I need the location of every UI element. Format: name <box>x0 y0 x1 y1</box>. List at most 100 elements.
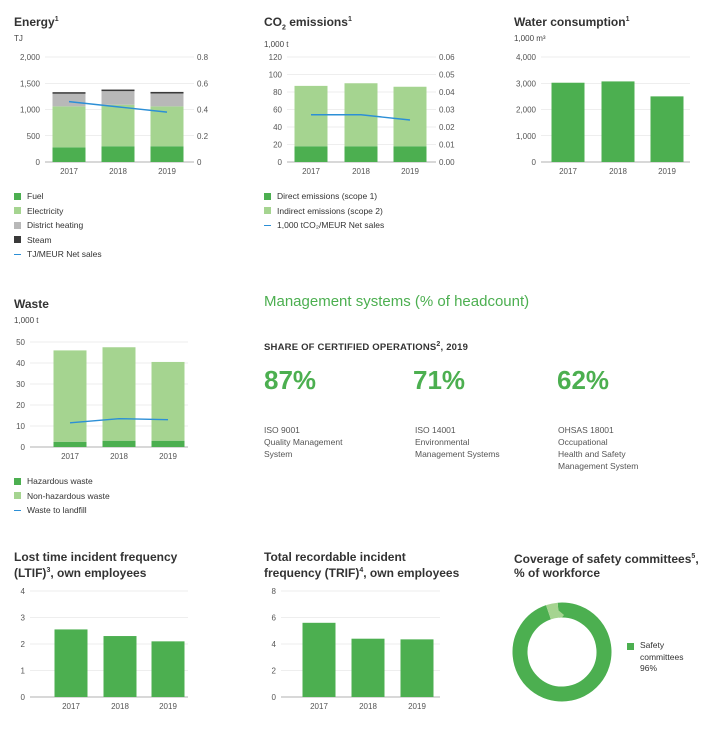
ltif-chart-title: Lost time incident frequency (LTIF)3, ow… <box>14 550 178 580</box>
water-chart-panel: Water consumption1 1,000 m³ <box>514 13 629 43</box>
waste-bar-non-hazardous-waste <box>53 350 87 442</box>
ltif-x-tick-label: 2017 <box>62 702 80 711</box>
waste-y-tick-label: 50 <box>16 338 25 347</box>
legend-item-waste-to-landfill: Waste to landfill <box>14 503 110 518</box>
energy-bar-steam <box>150 91 184 94</box>
ohsas-18001-percent: 62% <box>557 365 610 395</box>
water-y-tick-label: 1,000 <box>516 132 537 141</box>
co2-y2-tick-label: 0.06 <box>439 53 455 62</box>
energy-bar-electricity <box>150 106 184 147</box>
trif-x-tick-label: 2017 <box>310 702 328 711</box>
co2-y-tick-label: 120 <box>269 53 283 62</box>
energy-line-series <box>68 100 168 113</box>
water-unit-label: 1,000 m³ <box>514 34 546 43</box>
co2-y-tick-label: 100 <box>269 71 283 80</box>
trif-y-tick-label: 8 <box>272 587 277 596</box>
co2-y2-tick-label: 0.05 <box>439 71 455 80</box>
energy-bar-electricity <box>101 104 135 147</box>
trif-bar <box>351 638 385 697</box>
energy-legend: Fuel Electricity District heating Steam … <box>14 189 102 262</box>
waste-y-tick-label: 30 <box>16 380 25 389</box>
energy-y-tick-label: 500 <box>27 132 41 141</box>
energy-chart-title: Energy1 <box>14 15 59 29</box>
energy-bar-fuel <box>101 146 135 162</box>
water-bar <box>650 96 684 162</box>
management-systems-subtitle: SHARE OF CERTIFIED OPERATIONS2, 2019 <box>264 341 469 354</box>
legend-item-steam: Steam <box>14 233 102 248</box>
trif-y-tick-label: 6 <box>272 614 277 623</box>
water-bar <box>601 81 635 162</box>
co2-x-tick-label: 2017 <box>302 167 320 176</box>
ltif-y-tick-label: 0 <box>21 693 26 702</box>
waste-unit-label: 1,000 t <box>14 316 39 325</box>
management-systems-title: Management systems (% of headcount) <box>264 293 530 310</box>
energy-y2-tick-label: 0.6 <box>197 79 209 88</box>
co2-unit-label: 1,000 t <box>264 40 289 50</box>
waste-y-tick-label: 20 <box>16 401 25 410</box>
coverage-legend-label-line1: Safety <box>640 640 665 650</box>
ltif-y-tick-label: 3 <box>21 614 26 623</box>
coverage-donut-slice-safety-committees <box>512 602 612 702</box>
waste-chart-panel: Waste 1,000 t <box>14 297 49 325</box>
water-y-tick-label: 3,000 <box>516 79 537 88</box>
waste-y-tick-label: 40 <box>16 359 25 368</box>
ltif-y-tick-label: 1 <box>21 667 26 676</box>
co2-y-tick-label: 40 <box>273 123 282 132</box>
energy-x-tick-label: 2018 <box>109 167 127 176</box>
co2-y-tick-label: 80 <box>273 88 282 97</box>
ltif-bar <box>151 641 185 697</box>
energy-bar-district-heating <box>52 93 86 107</box>
energy-bar-fuel <box>52 147 86 162</box>
waste-y-tick-label: 10 <box>16 422 25 431</box>
legend-item-indirect-emissions: Indirect emissions (scope 2) <box>264 204 384 219</box>
waste-x-tick-label: 2017 <box>61 452 79 461</box>
co2-line-series <box>311 114 411 121</box>
waste-legend: Hazardous waste Non-hazardous waste Wast… <box>14 474 110 518</box>
waste-bar-non-hazardous-waste <box>102 347 136 441</box>
ltif-y-tick-label: 2 <box>21 640 26 649</box>
co2-bar-direct-emissions-scope-1- <box>344 146 378 162</box>
energy-bar-fuel <box>150 146 184 162</box>
iso-14001-percent: 71% <box>413 365 466 395</box>
waste-y-tick-label: 0 <box>21 443 26 452</box>
coverage-legend: Safety committees 96% <box>627 640 683 675</box>
co2-y2-tick-label: 0.04 <box>439 88 455 97</box>
waste-line-series <box>69 417 169 424</box>
energy-bar-steam <box>52 92 86 94</box>
co2-bar-direct-emissions-scope-1- <box>393 146 427 162</box>
trif-y-tick-label: 4 <box>272 640 277 649</box>
trif-chart-panel: Total recordable incident frequency (TRI… <box>264 550 459 580</box>
trif-bar <box>302 622 336 697</box>
waste-bar-hazardous-waste <box>102 440 136 447</box>
water-chart-title: Water consumption1 <box>514 15 630 29</box>
legend-item-energy-intensity: TJ/MEUR Net sales <box>14 247 102 262</box>
co2-y2-tick-label: 0.00 <box>439 158 455 167</box>
ltif-y-tick-label: 4 <box>21 587 26 596</box>
waste-bar-hazardous-waste <box>151 440 185 447</box>
legend-item-co2-intensity: 1,000 tCO₂/MEUR Net sales <box>264 218 384 233</box>
trif-chart-title: Total recordable incident frequency (TRI… <box>264 550 460 580</box>
energy-bar-district-heating <box>150 93 184 107</box>
water-y-tick-label: 2,000 <box>516 106 537 115</box>
energy-y-tick-label: 2,000 <box>20 53 41 62</box>
energy-chart-panel: Energy1 TJ <box>14 13 59 43</box>
water-x-tick-label: 2018 <box>609 167 627 176</box>
energy-x-tick-label: 2017 <box>60 167 78 176</box>
coverage-chart-title: Coverage of safety committees5, % of wor… <box>514 552 699 580</box>
ltif-x-tick-label: 2018 <box>111 702 129 711</box>
legend-item-hazardous-waste: Hazardous waste <box>14 474 110 489</box>
co2-y-tick-label: 20 <box>273 141 282 150</box>
legend-item-electricity: Electricity <box>14 204 102 219</box>
water-y-tick-label: 0 <box>532 158 537 167</box>
coverage-legend-label-line2: committees <box>640 651 684 662</box>
energy-y2-tick-label: 0.4 <box>197 106 209 115</box>
coverage-donut-slice-other <box>512 602 612 702</box>
co2-x-tick-label: 2018 <box>352 167 370 176</box>
legend-item-fuel: Fuel <box>14 189 102 204</box>
ltif-x-tick-label: 2019 <box>159 702 177 711</box>
energy-bar-district-heating <box>101 91 135 105</box>
energy-bar-electricity <box>52 106 86 148</box>
ltif-bar <box>103 636 137 697</box>
co2-bar-direct-emissions-scope-1- <box>294 146 328 162</box>
waste-x-tick-label: 2019 <box>159 452 177 461</box>
